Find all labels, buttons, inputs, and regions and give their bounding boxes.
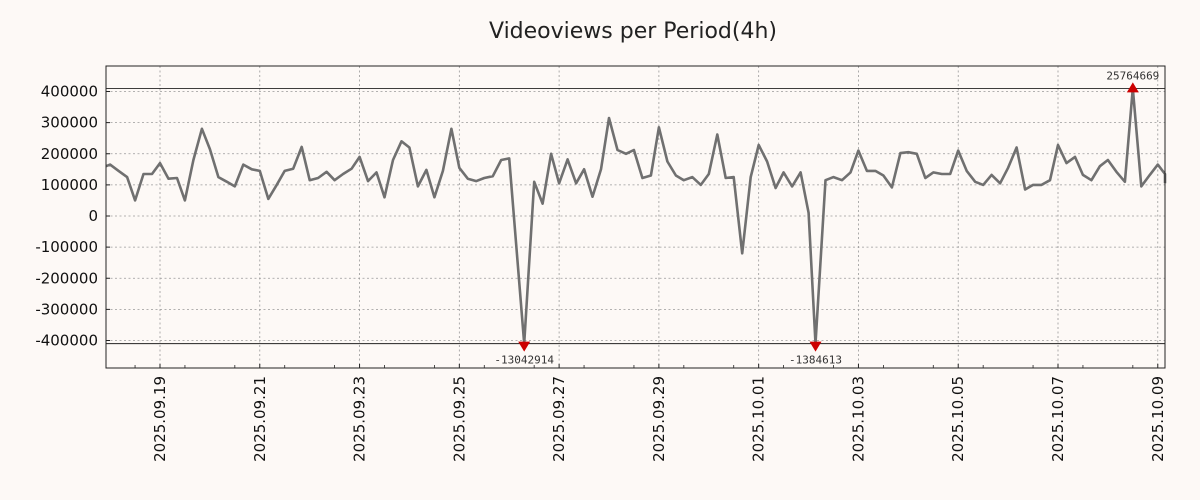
- clip-lines: [106, 87, 1165, 345]
- outlier-marker: [518, 341, 531, 352]
- series-layer: [105, 87, 1167, 345]
- x-tick-label: 2025.10.07: [1049, 376, 1067, 462]
- x-tick-label: 2025.09.23: [351, 376, 369, 462]
- y-tick-label: 100000: [41, 176, 98, 194]
- outlier-label: 25764669: [1106, 69, 1159, 82]
- y-tick-label: -200000: [35, 269, 98, 287]
- y-tick-label: 200000: [41, 145, 98, 163]
- x-axis-ticks: 2025.09.19 2025.09.21 2025.09.23 2025.09.25…: [134, 364, 1167, 462]
- series-line: [105, 87, 1167, 345]
- y-tick-label: 0: [88, 207, 98, 225]
- outlier-marker: [1126, 82, 1139, 93]
- annotation-layer: -13042914 -1384613 25764669: [494, 69, 1159, 366]
- y-tick-label: -400000: [35, 332, 98, 350]
- x-tick-label: 2025.10.09: [1149, 376, 1167, 462]
- y-tick-label: -100000: [35, 238, 98, 256]
- x-tick-label: 2025.09.29: [650, 376, 668, 462]
- x-tick-label: 2025.10.03: [849, 376, 867, 462]
- y-tick-label: -300000: [35, 300, 98, 318]
- y-axis-ticks: 400000 300000 200000 100000 0 -100000 -200000 -…: [35, 83, 110, 350]
- x-tick-label: 2025.09.21: [251, 376, 269, 462]
- x-tick-label: 2025.09.25: [450, 376, 468, 462]
- x-tick-label: 2025.10.05: [949, 376, 967, 462]
- grid-layer: [106, 66, 1165, 368]
- y-tick-label: 400000: [41, 83, 98, 101]
- x-tick-label: 2025.09.27: [550, 376, 568, 462]
- x-tick-label: 2025.09.19: [151, 376, 169, 462]
- y-tick-label: 300000: [41, 114, 98, 132]
- chart-title: Videoviews per Period(4h): [489, 19, 777, 44]
- outlier-label: -1384613: [789, 354, 842, 367]
- outlier-marker: [809, 341, 822, 352]
- outlier-label: -13042914: [494, 354, 554, 367]
- plot-frame: [105, 65, 1166, 369]
- x-tick-label: 2025.10.01: [750, 376, 768, 462]
